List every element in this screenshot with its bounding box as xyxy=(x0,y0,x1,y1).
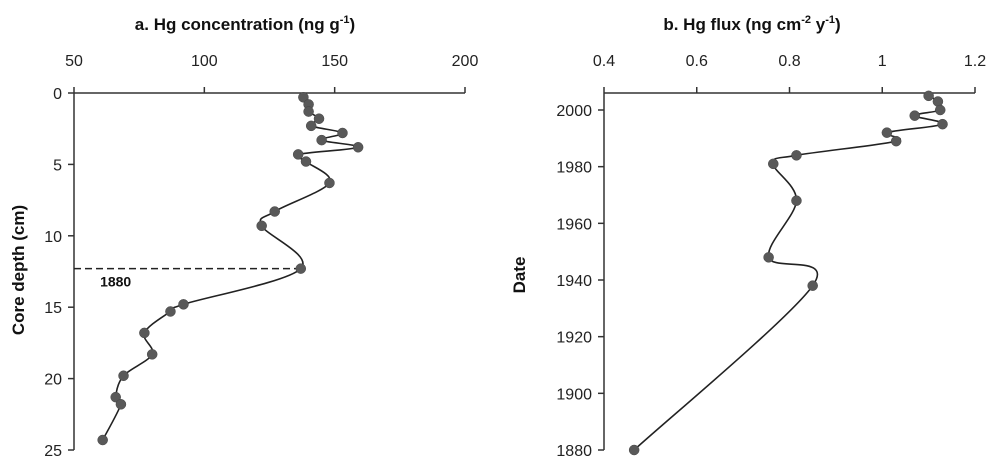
panel-a-1880-label: 1880 xyxy=(100,274,131,290)
panel-a-point-9 xyxy=(300,156,312,167)
panel-a-y-tick-label-5: 25 xyxy=(44,443,62,457)
panel-a-x-tick-label-3: 200 xyxy=(452,53,479,70)
panel-a-point-5 xyxy=(337,127,348,139)
panel-b-point-3 xyxy=(909,110,920,121)
panel-a-y-axis-label: Core depth (cm) xyxy=(9,205,28,335)
panel-a-point-8 xyxy=(292,149,304,160)
panel-b-point-4 xyxy=(937,118,948,130)
panel-b-x-tick-label-2: 0.8 xyxy=(778,53,800,70)
panel-a-point-15 xyxy=(165,306,176,317)
panel-b-y-tick-label-0: 1880 xyxy=(556,443,592,457)
panel-a-point-17 xyxy=(146,349,158,360)
panel-b-y-tick-label-3: 1940 xyxy=(556,273,592,290)
panel-a-point-20 xyxy=(115,399,127,410)
panel-b-y-axis-label: Date xyxy=(510,257,529,294)
panel-b-y-ticks: 1880 1900 1920 1940 1960 1980 2000 xyxy=(556,103,604,457)
panel-a-x-tick-label-2: 150 xyxy=(321,53,348,70)
panel-b-point-9 xyxy=(791,195,802,206)
panel-b-series-line xyxy=(633,95,944,451)
panel-a-x-tick-label-0: 50 xyxy=(65,53,83,70)
panel-a-x-tick-label-1: 100 xyxy=(191,53,218,70)
panel-b-y-tick-label-5: 1980 xyxy=(556,160,592,177)
panel-a-y-tick-label-2: 10 xyxy=(44,229,62,246)
panel-a-point-19 xyxy=(110,391,121,403)
panel-b-point-7 xyxy=(791,150,802,161)
panel-a-point-7 xyxy=(352,142,364,153)
panel-a-point-13 xyxy=(295,263,307,274)
panel-b-point-5 xyxy=(881,127,893,138)
panel-a-points xyxy=(97,92,364,446)
panel-b-point-11 xyxy=(807,280,818,291)
panel-a-x-ticks: 50 100 150 200 xyxy=(65,53,478,93)
panel-b-x-tick-label-1: 0.6 xyxy=(686,53,708,70)
panel-b-point-12 xyxy=(628,444,640,456)
panel-a-title: a. Hg concentration (ng g-1) xyxy=(135,14,355,34)
panel-b-y-tick-label-6: 2000 xyxy=(556,103,592,120)
panel-b-point-8 xyxy=(768,158,779,170)
panel-b: b. Hg flux (ng cm-2 y-1) Date 0.4 0.6 0.8 1… xyxy=(510,14,986,457)
panel-a-y-tick-label-1: 5 xyxy=(53,157,62,174)
panel-b-x-ticks: 0.4 0.6 0.8 1 1.2 xyxy=(593,53,986,93)
panel-b-title: b. Hg flux (ng cm-2 y-1) xyxy=(663,14,840,34)
panel-a: a. Hg concentration (ng g-1) Core depth … xyxy=(9,14,478,457)
panel-a-point-0 xyxy=(298,92,309,103)
panel-a-point-18 xyxy=(118,370,129,381)
panel-a-y-tick-label-3: 15 xyxy=(44,300,62,317)
panel-a-point-11 xyxy=(269,206,280,217)
panel-b-point-10 xyxy=(763,252,774,263)
panel-a-point-6 xyxy=(316,134,327,146)
panel-b-point-0 xyxy=(923,90,934,102)
panel-b-point-6 xyxy=(890,135,902,147)
panel-a-y-ticks: 0 5 10 15 20 25 xyxy=(44,86,74,457)
panel-a-y-tick-label-0: 0 xyxy=(53,86,62,103)
panel-b-x-tick-label-3: 1 xyxy=(878,53,887,70)
panel-b-x-tick-label-4: 1.2 xyxy=(964,53,986,70)
panel-a-point-16 xyxy=(139,327,150,339)
panel-b-points xyxy=(628,90,948,456)
panel-b-point-2 xyxy=(934,104,946,116)
panel-a-y-tick-label-4: 20 xyxy=(44,372,62,389)
panel-a-point-12 xyxy=(256,220,267,232)
panel-a-point-4 xyxy=(305,120,317,132)
panel-b-y-tick-label-4: 1960 xyxy=(556,216,592,233)
panel-b-y-tick-label-1: 1900 xyxy=(556,386,592,403)
panel-a-point-21 xyxy=(97,434,108,446)
panel-a-point-10 xyxy=(324,177,335,189)
panel-b-x-tick-label-0: 0.4 xyxy=(593,53,615,70)
panel-a-point-2 xyxy=(303,106,314,117)
panel-b-y-tick-label-2: 1920 xyxy=(556,330,592,347)
panel-a-point-14 xyxy=(178,299,189,310)
panel-a-point-3 xyxy=(313,113,325,124)
